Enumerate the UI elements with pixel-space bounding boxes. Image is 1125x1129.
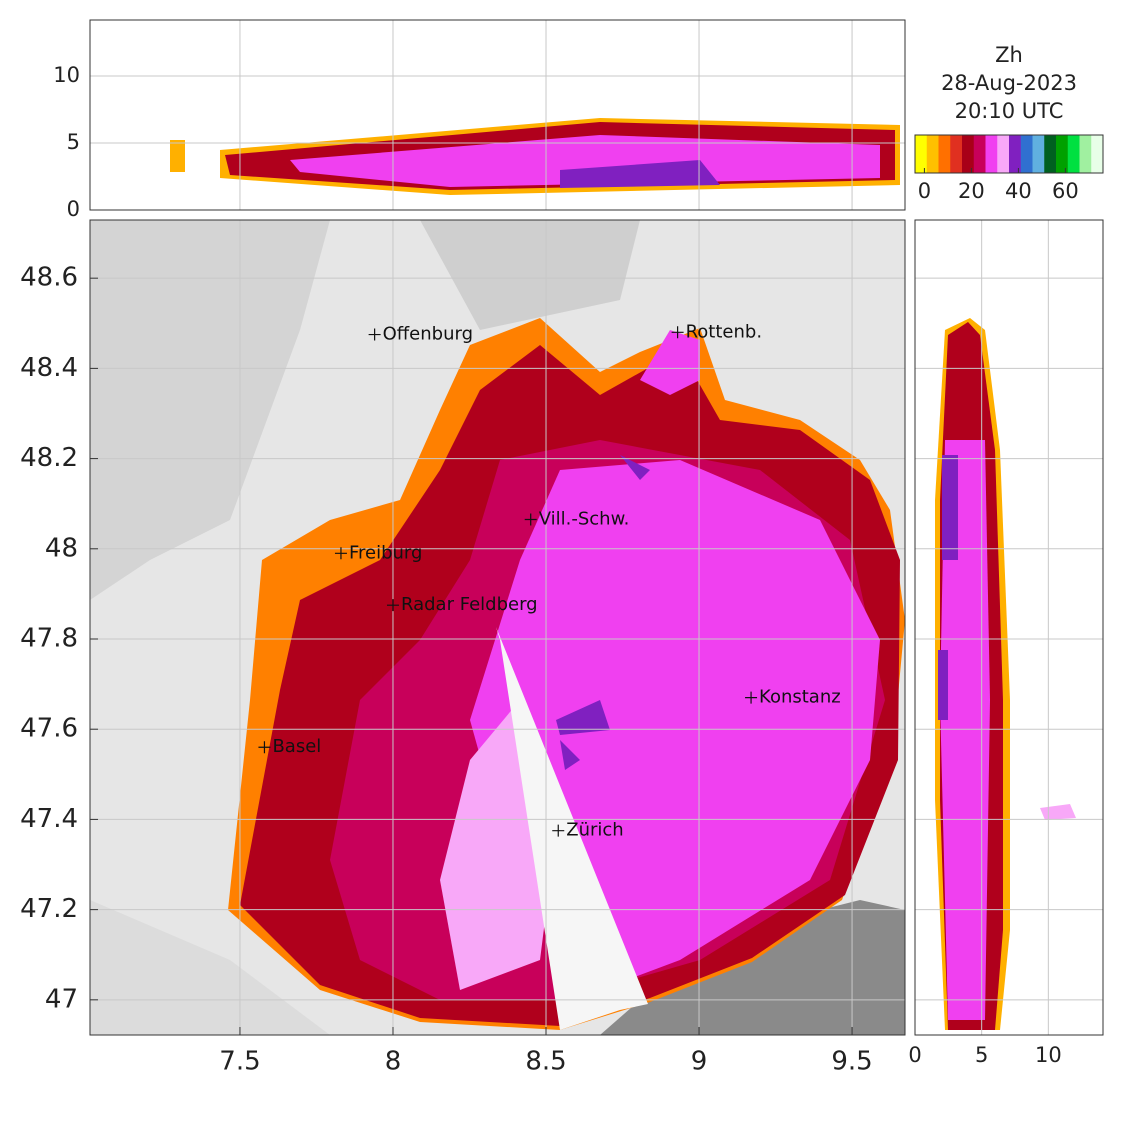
echo-purple xyxy=(938,455,958,720)
x-tick-label: 0 xyxy=(908,1043,921,1067)
colorbar-cell xyxy=(915,135,928,173)
colorbar-cell xyxy=(962,135,975,173)
main-frame xyxy=(89,219,906,1036)
title-line: Zh xyxy=(995,43,1023,67)
y-tick-label: 48.6 xyxy=(20,263,78,293)
city-marker xyxy=(552,824,565,837)
city-label: Basel xyxy=(272,736,321,757)
colorbar-cell xyxy=(1067,135,1080,173)
city-label: Radar Feldberg xyxy=(401,594,538,615)
y-tick-label: 48.2 xyxy=(20,443,78,473)
city-label: Offenburg xyxy=(383,324,473,345)
city-marker xyxy=(745,691,758,704)
title-line: 28-Aug-2023 xyxy=(941,71,1077,95)
x-tick-label: 9.5 xyxy=(831,1047,872,1077)
echo-pink xyxy=(1040,804,1076,820)
y-tick-label: 48.4 xyxy=(20,353,78,383)
terrain-hills xyxy=(90,900,330,1035)
colorbar-tick-label: 20 xyxy=(958,179,985,203)
terrain-hills xyxy=(90,220,330,600)
top-frame xyxy=(89,19,906,211)
y-tick-label: 47.8 xyxy=(20,624,78,654)
x-tick-label: 8.5 xyxy=(525,1047,566,1077)
colorbar-cell xyxy=(1009,135,1022,173)
y-tick-label: 48 xyxy=(45,533,78,563)
echo-magenta xyxy=(940,440,990,1020)
city-label: Vill.-Schw. xyxy=(539,508,630,529)
colorbar-cell xyxy=(1044,135,1057,173)
colorbar-frame xyxy=(914,134,1104,174)
x-tick-label: 8 xyxy=(385,1047,402,1077)
colorbar-cell xyxy=(985,135,998,173)
city-marker xyxy=(671,326,684,339)
echo-purple xyxy=(560,160,720,188)
city-marker xyxy=(334,547,347,560)
terrain-hills xyxy=(420,220,640,330)
y-tick-label: 47.4 xyxy=(20,804,78,834)
y-tick-label: 10 xyxy=(53,63,80,87)
side-frame xyxy=(914,219,1104,1036)
x-tick-label: 5 xyxy=(975,1043,988,1067)
colorbar-tick-label: 0 xyxy=(918,179,931,203)
colorbar-cell xyxy=(997,135,1010,173)
city-label: Freiburg xyxy=(349,542,422,563)
colorbar-cell xyxy=(1056,135,1069,173)
city-label: Rottenb. xyxy=(686,321,762,342)
colorbar-cell xyxy=(973,135,986,173)
colorbar-cell xyxy=(938,135,951,173)
x-tick-label: 9 xyxy=(691,1047,708,1077)
x-tick-label: 10 xyxy=(1035,1043,1062,1067)
colorbar-cell xyxy=(1091,135,1104,173)
colorbar-tick-label: 40 xyxy=(1005,179,1032,203)
colorbar-cell xyxy=(926,135,939,173)
x-tick-label: 7.5 xyxy=(219,1047,260,1077)
city-label: Konstanz xyxy=(759,687,841,708)
city-marker xyxy=(524,513,537,526)
y-tick-label: 47.2 xyxy=(20,894,78,924)
y-tick-label: 0 xyxy=(67,197,80,221)
colorbar-cell xyxy=(950,135,963,173)
terrain xyxy=(90,220,905,1035)
city-label: Zürich xyxy=(566,820,623,841)
terrain-alps xyxy=(600,900,905,1035)
echo-magenta xyxy=(640,330,700,395)
colorbar-tick-label: 60 xyxy=(1052,179,1079,203)
city-marker xyxy=(386,599,399,612)
y-tick-label: 47.6 xyxy=(20,714,78,744)
y-tick-label: 5 xyxy=(67,130,80,154)
radar-echo xyxy=(228,318,905,1030)
side-echo xyxy=(935,318,1076,1030)
colorbar-cell xyxy=(1079,135,1092,173)
city-marker xyxy=(368,328,381,341)
y-tick-label: 47 xyxy=(45,984,78,1014)
echo-magenta xyxy=(290,135,880,187)
beam-blockage xyxy=(496,627,648,1030)
colorbar-cell xyxy=(1032,135,1045,173)
colorbar-cell xyxy=(1020,135,1033,173)
city-marker xyxy=(258,741,271,754)
title-line: 20:10 UTC xyxy=(955,99,1064,123)
